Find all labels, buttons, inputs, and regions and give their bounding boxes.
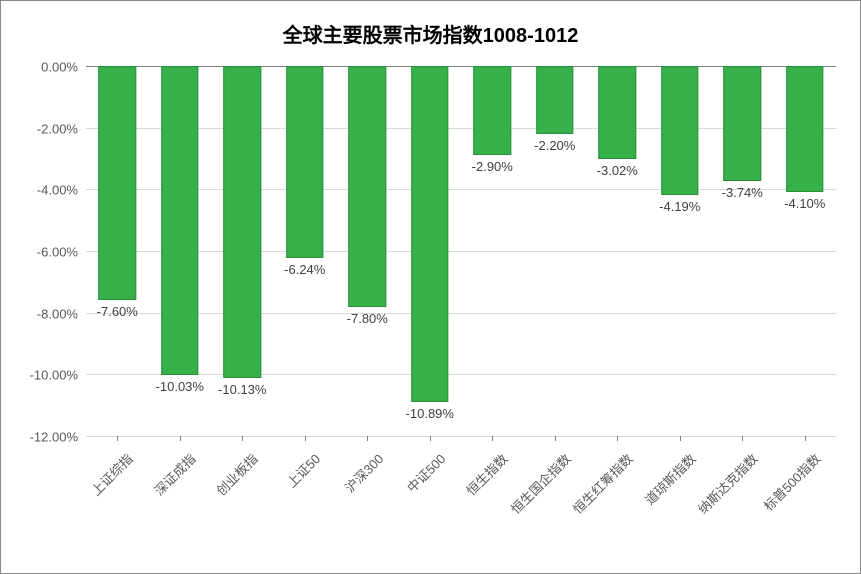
bar-slot: -4.10% <box>774 66 837 436</box>
x-tick <box>305 436 306 441</box>
x-label-slot: 上证50 <box>274 441 337 561</box>
x-tick-label: 创业板指 <box>211 449 261 499</box>
y-tick-label: -8.00% <box>37 306 78 321</box>
x-label-slot: 恒生红筹指数 <box>586 441 649 561</box>
bar-slot: -4.19% <box>649 66 712 436</box>
grid-line: -12.00% <box>86 436 836 437</box>
x-tick-label: 恒生指数 <box>461 449 511 499</box>
y-tick-label: -12.00% <box>30 430 78 445</box>
bar-slot: -6.24% <box>274 66 337 436</box>
x-tick-label: 中证500 <box>402 449 449 496</box>
y-tick-label: -10.00% <box>30 368 78 383</box>
x-tick <box>492 436 493 441</box>
bar-value-label: -7.60% <box>97 304 138 319</box>
bar-value-label: -4.10% <box>784 196 825 211</box>
bar <box>474 66 512 155</box>
bar-slot: -2.20% <box>524 66 587 436</box>
x-label-slot: 创业板指 <box>211 441 274 561</box>
bar-value-label: -3.74% <box>722 185 763 200</box>
x-tick <box>805 436 806 441</box>
x-tick <box>430 436 431 441</box>
bar-slot: -10.03% <box>149 66 212 436</box>
bar-slot: -7.80% <box>336 66 399 436</box>
bar-value-label: -6.24% <box>284 262 325 277</box>
x-tick-label: 深证成指 <box>149 449 199 499</box>
chart-title: 全球主要股票市场指数1008-1012 <box>1 1 860 58</box>
bar-value-label: -3.02% <box>597 163 638 178</box>
x-tick-label: 沪深300 <box>340 449 387 496</box>
bar <box>161 66 199 375</box>
x-tick <box>680 436 681 441</box>
x-tick <box>180 436 181 441</box>
bar-slot: -10.89% <box>399 66 462 436</box>
x-label-slot: 上证综指 <box>86 441 149 561</box>
bar-slot: -3.74% <box>711 66 774 436</box>
x-tick <box>367 436 368 441</box>
x-tick <box>617 436 618 441</box>
y-tick-label: -2.00% <box>37 121 78 136</box>
bar <box>724 66 762 181</box>
x-tick <box>742 436 743 441</box>
bar-slot: -2.90% <box>461 66 524 436</box>
y-tick-label: -4.00% <box>37 183 78 198</box>
x-tick <box>242 436 243 441</box>
x-tick-label: 上证综指 <box>86 449 136 499</box>
bar-value-label: -10.13% <box>218 382 266 397</box>
x-tick <box>117 436 118 441</box>
x-tick-label: 道琼斯指数 <box>640 449 699 508</box>
bars-group: -7.60% -10.03% -10.13% -6.24% -7.80% -10.89% -… <box>86 66 836 436</box>
y-tick-label: -6.00% <box>37 245 78 260</box>
x-label-slot: 中证500 <box>399 441 462 561</box>
x-label-slot: 沪深300 <box>336 441 399 561</box>
bar-value-label: -2.20% <box>534 138 575 153</box>
bar-value-label: -4.19% <box>659 199 700 214</box>
x-axis-labels: 上证综指深证成指创业板指上证50沪深300中证500恒生指数恒生国企指数恒生红筹… <box>86 441 836 561</box>
bar <box>411 66 449 402</box>
y-tick-label: 0.00% <box>41 60 78 75</box>
bar-slot: -10.13% <box>211 66 274 436</box>
bar <box>536 66 574 134</box>
x-label-slot: 深证成指 <box>149 441 212 561</box>
bar <box>99 66 137 300</box>
bar-slot: -3.02% <box>586 66 649 436</box>
bar-slot: -7.60% <box>86 66 149 436</box>
x-tick <box>555 436 556 441</box>
plot-area: 0.00%-2.00%-4.00%-6.00%-8.00%-10.00%-12.… <box>86 66 836 436</box>
x-label-slot: 标普500指数 <box>774 441 837 561</box>
bar-value-label: -10.03% <box>156 379 204 394</box>
bar <box>224 66 262 378</box>
x-tick-label: 上证50 <box>282 449 324 491</box>
bar <box>349 66 387 307</box>
bar <box>786 66 824 192</box>
chart-container: 全球主要股票市场指数1008-1012 0.00%-2.00%-4.00%-6.… <box>0 0 861 574</box>
bar <box>286 66 324 258</box>
bar-value-label: -10.89% <box>406 406 454 421</box>
bar-value-label: -2.90% <box>472 159 513 174</box>
bar <box>661 66 699 195</box>
bar <box>599 66 637 159</box>
bar-value-label: -7.80% <box>347 311 388 326</box>
